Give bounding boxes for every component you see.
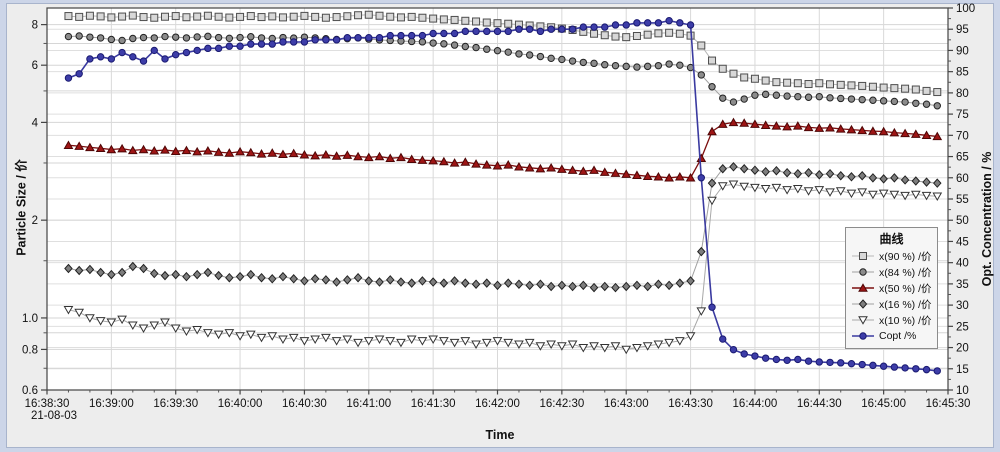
x-axis-title: Time xyxy=(485,428,515,442)
legend-items: x(90 %) /价 x(84 %) /价 x(50 %) /价 x(16 %) /价… xyxy=(846,248,937,344)
legend-item-label: x(16 %) /价 xyxy=(879,298,932,311)
x-axis-date-label: 21-08-03 xyxy=(30,410,78,422)
figure-area xyxy=(6,3,994,448)
left-axis-title: Particle Size / 价 xyxy=(14,159,29,256)
legend-item-x84: x(84 %) /价 xyxy=(846,264,937,280)
legend-item-copt: Copt /% xyxy=(846,328,937,344)
legend-item-label: x(84 %) /价 xyxy=(879,266,932,279)
legend-item-label: x(10 %) /价 xyxy=(879,314,932,327)
legend-item-x90: x(90 %) /价 xyxy=(846,248,937,264)
legend: 曲线 x(90 %) /价 x(84 %) /价 x(50 %) /价 x(16 %)… xyxy=(845,227,938,349)
x50-marker-icon xyxy=(852,283,874,292)
legend-item-label: x(50 %) /价 xyxy=(879,282,932,295)
legend-title: 曲线 xyxy=(879,232,904,246)
copt-marker-icon xyxy=(852,332,874,340)
x10-marker-icon xyxy=(852,316,874,325)
legend-item-x16: x(16 %) /价 xyxy=(846,296,937,312)
legend-item-label: x(90 %) /价 xyxy=(879,250,932,263)
right-axis-title: Opt. Concentration / % xyxy=(980,151,994,287)
x16-marker-icon xyxy=(852,299,874,309)
legend-item-x10: x(10 %) /价 xyxy=(846,312,937,328)
x90-marker-icon xyxy=(852,252,874,260)
x84-marker-icon xyxy=(852,268,874,276)
legend-item-x50: x(50 %) /价 xyxy=(846,280,937,296)
legend-item-label: Copt /% xyxy=(879,330,917,342)
